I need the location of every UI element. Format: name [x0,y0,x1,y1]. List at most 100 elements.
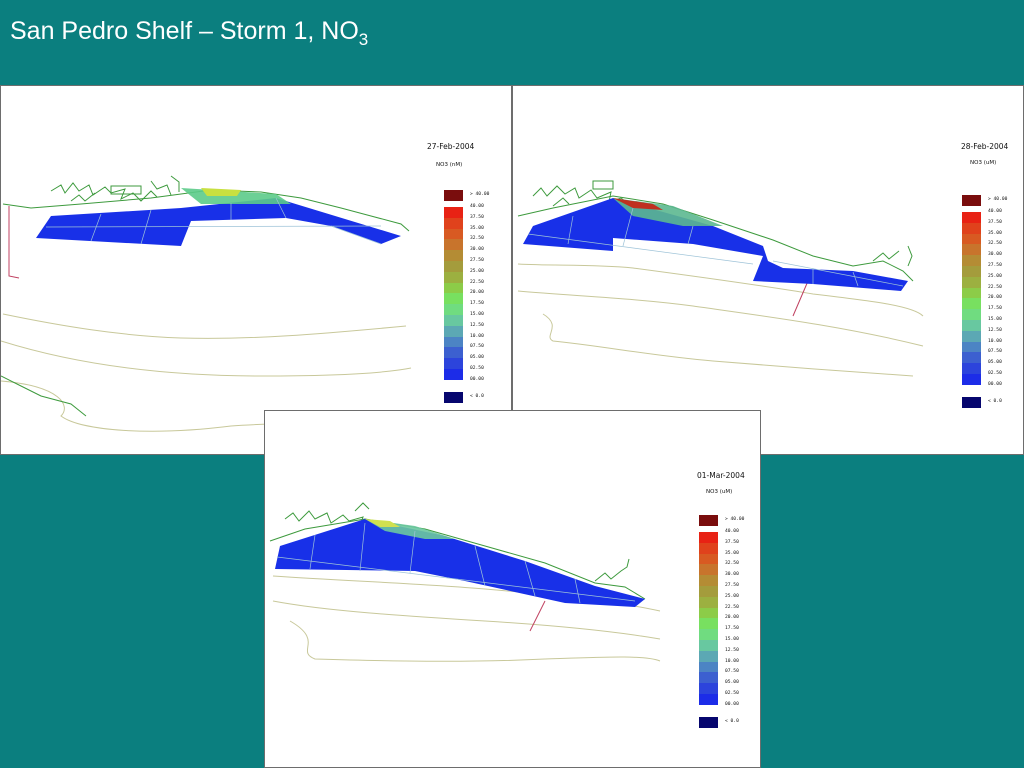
slide-title-main: San Pedro Shelf – Storm 1, NO [10,17,359,45]
plume-core [365,519,400,527]
legend-level-label: 02.50 [470,366,484,371]
legend-swatch [962,287,981,299]
shelf-map-27-feb [1,175,412,432]
legend-level-label: 00.00 [725,701,739,707]
legend-over-swatch [699,515,718,526]
legend-level-label: 17.50 [988,306,1002,312]
outfall-line [8,206,20,279]
legend-level-label: 22.50 [725,604,739,610]
date-label: 01-Mar-2004 [697,471,745,480]
legend-swatch [962,298,981,310]
date-label: 27-Feb-2004 [427,142,475,151]
legend-swatch [699,618,718,630]
legend-swatch [962,341,981,353]
grid-lines [276,522,636,604]
harbor-piers [532,180,913,267]
shelf-grid [36,198,401,246]
legend-over-swatch [962,195,981,206]
legend-level-label: 10.00 [725,658,739,664]
legend-swatch [962,363,981,374]
legend-swatch [444,228,463,240]
legend-swatch [699,564,718,576]
legend-swatch [962,374,981,385]
legend-swatch [962,352,981,364]
legend-swatch [444,207,463,218]
legend-level-label: 35.00 [725,550,739,556]
legend-swatch [444,293,463,305]
legend-level-label: 20.00 [988,295,1002,301]
depth-contours [517,263,924,377]
legend-level-label: 10.00 [988,338,1002,344]
legend-level-label: 12.50 [988,327,1002,333]
legend-under-label: < 0.0 [725,718,739,724]
legend-level-label: 25.00 [470,268,484,274]
legend-over-label: > 40.00 [988,197,1008,202]
units-label: NO3 (nM) [436,162,463,168]
legend-swatch [444,336,463,348]
legend-under-label: < 0.0 [988,398,1002,404]
legend-swatch [444,250,463,261]
legend-level-label: 27.50 [988,263,1002,268]
legend-swatch [962,309,981,320]
legend-swatch [444,217,463,229]
coastline [517,195,914,282]
shelf-grid [523,198,908,291]
legend-swatch [444,347,463,359]
legend-level-label: 17.50 [725,626,739,632]
legend-level-label: 37.50 [988,219,1002,225]
legend-level-label: 07.50 [470,344,484,350]
legend-swatch [444,261,463,272]
legend-level-label: 12.50 [725,647,739,653]
units-label: NO3 (uM) [970,160,997,166]
legend-level-label: 30.00 [988,252,1002,258]
legend-level-label: 32.50 [988,241,1002,247]
coastline [269,518,646,600]
legend-level-label: 07.50 [988,349,1002,355]
map-panel-28-feb: 28-Feb-2004 NO3 (uM) > 40.00 40.00 37.50 35… [512,85,1024,455]
legend-level-label: 15.00 [725,637,739,642]
legend-level-label: 32.50 [470,236,484,242]
outfall-line [529,600,546,632]
legend-swatch [699,532,718,543]
legend-level-label: 05.00 [470,355,484,361]
legend-over-label: > 40.00 [725,517,745,522]
legend-level-label: 02.50 [725,691,739,696]
map-panel-27-feb: 27-Feb-2004 NO3 (nM) > 40.00 40.00 37.50 35… [0,85,512,455]
shelf-grid [275,519,645,607]
legend-under-label: < 0.0 [470,393,484,399]
legend-swatch [699,650,718,662]
legend-level-label: 25.00 [988,273,1002,279]
legend-level-label: 20.00 [470,290,484,296]
date-label: 28-Feb-2004 [961,142,1009,151]
slide-title-subscript: 3 [358,30,369,49]
legend-swatch [699,542,718,554]
legend-under-swatch [962,396,981,408]
legend-level-label: 37.50 [725,539,739,545]
legend-swatch [699,683,718,694]
legend-swatch [444,325,463,337]
legend-swatch [962,266,981,277]
legend-swatch [962,330,981,342]
legend-level-label: 27.50 [725,583,739,588]
legend-level-label: 15.00 [470,312,484,317]
lower-coast [1,375,87,417]
legend-under-swatch [444,391,463,403]
legend-swatch [962,255,981,266]
legend-level-label: 40.00 [725,529,739,534]
legend-swatch [699,607,718,619]
legend-swatch [444,369,463,380]
legend-level-label: 02.50 [988,371,1002,376]
legend-over-swatch [444,190,463,201]
legend-level-label: 40.00 [470,204,484,209]
legend-swatch [699,575,718,586]
legend-level-label: 37.50 [470,214,484,220]
map-panel-01-mar: 01-Mar-2004 NO3 (uM) > 40.00 40.00 37.50 35… [264,410,761,768]
legend-swatch [444,271,463,283]
legend-level-label: 35.00 [470,225,484,231]
legend-swatch [962,222,981,234]
legend-swatch [444,358,463,369]
legend-swatch [699,596,718,608]
grid-lines [527,207,904,287]
legend-level-label: 25.00 [725,593,739,599]
legend-level-label: 20.00 [725,615,739,621]
